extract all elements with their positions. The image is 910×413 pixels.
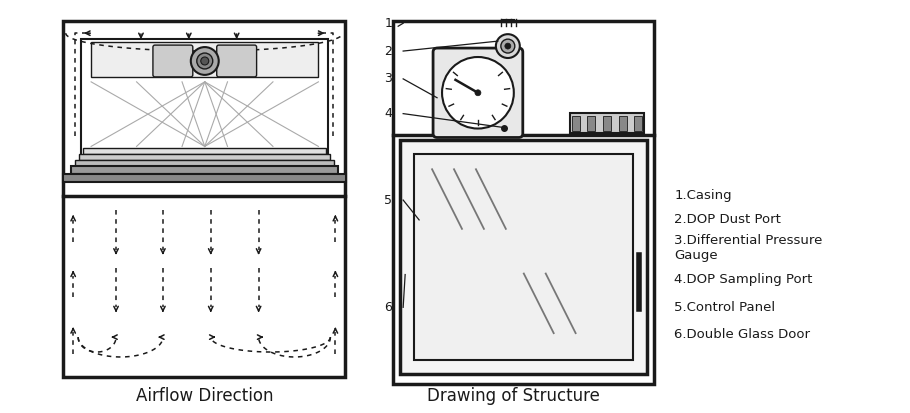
Circle shape: [475, 90, 480, 96]
Circle shape: [496, 34, 520, 58]
Text: Airflow Direction: Airflow Direction: [136, 387, 273, 405]
Circle shape: [197, 53, 213, 69]
Circle shape: [501, 39, 515, 53]
Bar: [63, 174, 347, 182]
Text: 6: 6: [384, 301, 392, 314]
Bar: [79, 154, 330, 160]
Bar: [63, 21, 345, 377]
Text: 4.DOP Sampling Port: 4.DOP Sampling Port: [674, 273, 813, 286]
Text: 4: 4: [384, 107, 392, 120]
Bar: [414, 154, 633, 360]
Bar: [76, 160, 334, 166]
Text: 2: 2: [384, 45, 392, 57]
Bar: [619, 116, 627, 131]
FancyBboxPatch shape: [217, 45, 257, 77]
Bar: [571, 116, 580, 131]
Circle shape: [442, 57, 514, 128]
Text: 2.DOP Dust Port: 2.DOP Dust Port: [674, 214, 781, 226]
FancyBboxPatch shape: [433, 48, 522, 138]
Text: 3: 3: [384, 72, 392, 85]
Circle shape: [191, 47, 218, 75]
Text: 5: 5: [384, 194, 392, 206]
Text: 1.Casing: 1.Casing: [674, 189, 732, 202]
Bar: [603, 116, 611, 131]
Bar: [393, 21, 654, 384]
Bar: [587, 116, 595, 131]
Circle shape: [505, 43, 511, 49]
Bar: [91, 42, 318, 77]
Text: 5.Control Panel: 5.Control Panel: [674, 301, 775, 314]
Bar: [570, 113, 644, 133]
Text: Drawing of Structure: Drawing of Structure: [428, 387, 601, 405]
Text: 6.Double Glass Door: 6.Double Glass Door: [674, 328, 810, 341]
Bar: [634, 116, 642, 131]
Bar: [81, 39, 329, 168]
Text: 1: 1: [384, 17, 392, 30]
Bar: [71, 166, 339, 174]
Bar: [83, 148, 327, 154]
Circle shape: [201, 57, 208, 65]
Text: 3.Differential Pressure
Gauge: 3.Differential Pressure Gauge: [674, 234, 823, 262]
FancyBboxPatch shape: [153, 45, 193, 77]
Bar: [400, 140, 647, 374]
